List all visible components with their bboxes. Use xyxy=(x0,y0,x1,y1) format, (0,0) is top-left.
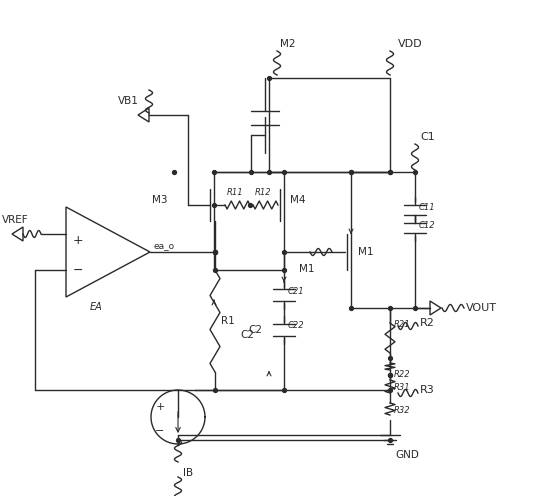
Text: R2: R2 xyxy=(420,318,435,328)
Text: −: − xyxy=(73,263,83,276)
Text: VOUT: VOUT xyxy=(466,303,497,313)
Text: VREF: VREF xyxy=(2,215,29,225)
Text: M3: M3 xyxy=(152,195,168,205)
Text: IB: IB xyxy=(183,468,193,478)
Text: R31: R31 xyxy=(394,383,411,392)
Text: R12: R12 xyxy=(255,188,272,197)
Text: R22: R22 xyxy=(394,370,411,379)
Text: R11: R11 xyxy=(227,188,244,197)
Text: M1: M1 xyxy=(358,247,373,257)
Text: C11: C11 xyxy=(419,202,436,211)
Text: VDD: VDD xyxy=(398,39,422,49)
Text: −: − xyxy=(155,426,164,436)
Text: VB1: VB1 xyxy=(118,96,139,106)
Text: R1: R1 xyxy=(221,316,235,326)
Text: +: + xyxy=(155,402,164,412)
Text: R21: R21 xyxy=(394,320,411,329)
Text: C1: C1 xyxy=(420,132,434,142)
Text: M1: M1 xyxy=(299,264,315,274)
Text: C2: C2 xyxy=(240,330,254,340)
Text: C12: C12 xyxy=(419,221,436,230)
Text: R32: R32 xyxy=(394,406,411,415)
Text: ea_o: ea_o xyxy=(154,241,175,250)
Text: +: + xyxy=(73,234,83,247)
Text: EA: EA xyxy=(90,302,103,312)
Text: GND: GND xyxy=(395,450,419,460)
Text: M2: M2 xyxy=(280,39,295,49)
Text: C2: C2 xyxy=(248,325,262,335)
Text: C21: C21 xyxy=(288,287,305,296)
Text: C22: C22 xyxy=(288,321,305,330)
Text: M4: M4 xyxy=(290,195,305,205)
Text: R3: R3 xyxy=(420,385,434,395)
